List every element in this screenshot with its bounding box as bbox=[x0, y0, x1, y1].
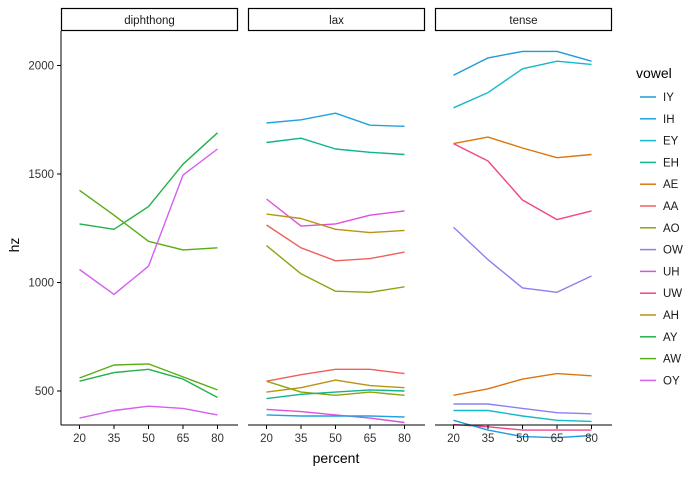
series-line-lax bbox=[266, 414, 405, 418]
legend-label-ah: AH bbox=[663, 310, 679, 322]
series-line-lax bbox=[266, 198, 405, 227]
y-tick-label: 1500 bbox=[28, 169, 54, 181]
series-line-lax bbox=[266, 137, 405, 156]
x-axis-label: percent bbox=[313, 450, 360, 466]
series-line-tense bbox=[453, 403, 592, 415]
series-line-diphthong bbox=[79, 368, 218, 399]
facet-strip-diphthong bbox=[60, 7, 239, 32]
x-tick-label: 65 bbox=[551, 433, 564, 445]
y-axis-label: hz bbox=[6, 238, 22, 253]
series-line-tense bbox=[453, 409, 592, 423]
series-line-tense bbox=[453, 423, 592, 431]
facet-strip-label: tense bbox=[509, 15, 537, 27]
series-line-lax bbox=[266, 224, 405, 262]
series-line-lax bbox=[266, 213, 405, 234]
x-tick-label: 35 bbox=[482, 433, 495, 445]
x-tick-label: 20 bbox=[447, 433, 460, 445]
series-line-tense bbox=[453, 226, 592, 293]
x-tick-label: 80 bbox=[585, 433, 598, 445]
series-line-diphthong bbox=[79, 132, 218, 231]
series-line-diphthong bbox=[79, 189, 218, 251]
series-line-tense bbox=[453, 136, 592, 159]
series-line-lax bbox=[266, 368, 405, 382]
facet-strip-label: diphthong bbox=[124, 15, 175, 27]
legend-title: vowel bbox=[636, 65, 672, 81]
series-line-lax bbox=[266, 380, 405, 396]
y-tick-label: 500 bbox=[35, 386, 54, 398]
series-line-tense bbox=[453, 372, 592, 396]
series-line-tense bbox=[453, 60, 592, 109]
legend-label-iy: IY bbox=[663, 92, 674, 104]
series-line-lax bbox=[266, 112, 405, 127]
x-tick-label: 20 bbox=[260, 433, 273, 445]
series-line-lax bbox=[266, 408, 405, 424]
x-tick-label: 80 bbox=[211, 433, 224, 445]
legend-label-ay: AY bbox=[663, 332, 678, 344]
x-tick-label: 65 bbox=[177, 433, 190, 445]
facet-strip-tense bbox=[434, 7, 613, 32]
series-line-tense bbox=[453, 50, 592, 76]
series-line-diphthong bbox=[79, 363, 218, 391]
series-line-lax bbox=[266, 389, 405, 400]
x-tick-label: 35 bbox=[295, 433, 308, 445]
x-tick-label: 50 bbox=[142, 433, 155, 445]
y-tick-label: 1000 bbox=[28, 278, 54, 290]
facet-strip-lax bbox=[247, 7, 426, 32]
legend-label-ow: OW bbox=[663, 245, 683, 257]
legend-label-ae: AE bbox=[663, 179, 679, 191]
legend-label-uw: UW bbox=[663, 288, 682, 300]
legend-label-uh: UH bbox=[663, 266, 680, 278]
legend-label-aa: AA bbox=[663, 201, 679, 213]
series-line-tense bbox=[453, 419, 592, 439]
x-tick-label: 80 bbox=[398, 433, 411, 445]
legend-label-oy: OY bbox=[663, 375, 680, 387]
series-line-diphthong bbox=[79, 405, 218, 419]
series-line-lax bbox=[266, 245, 405, 293]
x-tick-label: 65 bbox=[364, 433, 377, 445]
legend-label-aw: AW bbox=[663, 354, 681, 366]
series-line-diphthong bbox=[79, 148, 218, 296]
legend: vowel IY IH EY EH AE AA AO OW UH UW AH AY AW OY bbox=[636, 65, 683, 387]
x-tick-label: 50 bbox=[516, 433, 529, 445]
x-axes: 20 35 50 65 80 20 35 50 65 80 20 35 50 65 80 bbox=[61, 424, 612, 445]
facet-strip-label: lax bbox=[329, 15, 344, 27]
series-line-tense bbox=[453, 142, 592, 221]
legend-label-ao: AO bbox=[663, 223, 680, 235]
legend-label-ey: EY bbox=[663, 136, 679, 148]
legend-label-eh: EH bbox=[663, 157, 679, 169]
x-tick-label: 50 bbox=[329, 433, 342, 445]
facet-panels: diphthong lax tense bbox=[60, 7, 613, 439]
legend-label-ih: IH bbox=[663, 114, 675, 126]
x-tick-label: 20 bbox=[73, 433, 86, 445]
y-tick-label: 2000 bbox=[28, 61, 54, 73]
x-tick-label: 35 bbox=[108, 433, 121, 445]
y-axis: 500 1000 1500 2000 bbox=[28, 31, 62, 425]
